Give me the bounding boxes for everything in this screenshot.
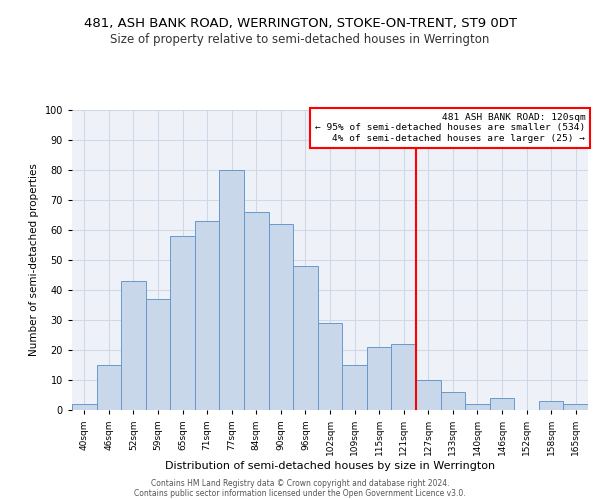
Text: 481, ASH BANK ROAD, WERRINGTON, STOKE-ON-TRENT, ST9 0DT: 481, ASH BANK ROAD, WERRINGTON, STOKE-ON… xyxy=(83,18,517,30)
Y-axis label: Number of semi-detached properties: Number of semi-detached properties xyxy=(29,164,39,356)
Bar xyxy=(195,221,220,410)
Bar xyxy=(318,323,342,410)
Bar xyxy=(220,170,244,410)
Bar xyxy=(97,365,121,410)
Bar xyxy=(244,212,269,410)
Text: Contains public sector information licensed under the Open Government Licence v3: Contains public sector information licen… xyxy=(134,488,466,498)
Bar xyxy=(367,347,391,410)
Bar xyxy=(465,404,490,410)
Text: 481 ASH BANK ROAD: 120sqm
← 95% of semi-detached houses are smaller (534)
4% of : 481 ASH BANK ROAD: 120sqm ← 95% of semi-… xyxy=(315,113,586,143)
Bar xyxy=(539,401,563,410)
Bar xyxy=(170,236,195,410)
X-axis label: Distribution of semi-detached houses by size in Werrington: Distribution of semi-detached houses by … xyxy=(165,461,495,471)
Text: Contains HM Land Registry data © Crown copyright and database right 2024.: Contains HM Land Registry data © Crown c… xyxy=(151,478,449,488)
Bar xyxy=(490,398,514,410)
Bar xyxy=(416,380,440,410)
Text: Size of property relative to semi-detached houses in Werrington: Size of property relative to semi-detach… xyxy=(110,32,490,46)
Bar xyxy=(72,404,97,410)
Bar xyxy=(121,281,146,410)
Bar xyxy=(563,404,588,410)
Bar xyxy=(440,392,465,410)
Bar xyxy=(146,299,170,410)
Bar xyxy=(342,365,367,410)
Bar xyxy=(293,266,318,410)
Bar xyxy=(269,224,293,410)
Bar xyxy=(391,344,416,410)
